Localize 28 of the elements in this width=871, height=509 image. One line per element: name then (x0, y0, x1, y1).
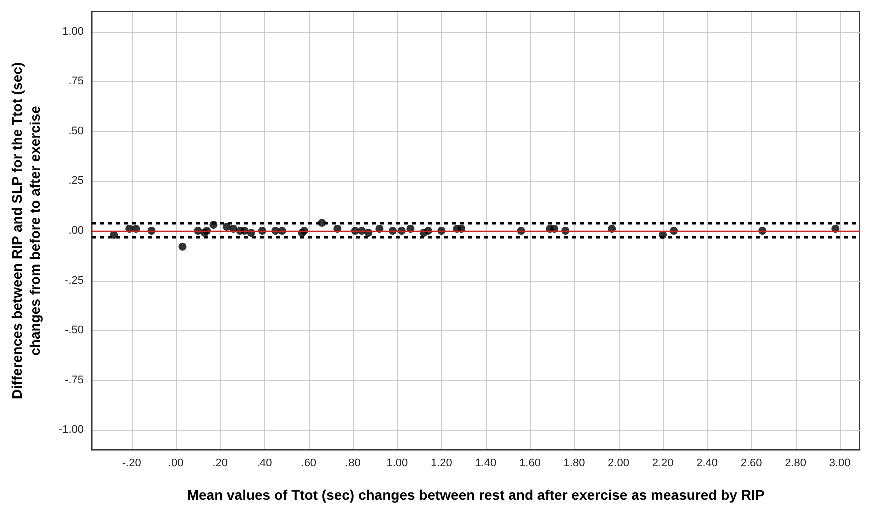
x-tick-label: 2.20 (652, 458, 674, 470)
y-tick-label: .00 (68, 225, 84, 237)
x-tick-label: 1.00 (386, 458, 408, 470)
y-tick-label: .25 (68, 175, 84, 188)
y-tick-label: 1.00 (62, 26, 84, 38)
x-tick-label: 2.40 (696, 458, 718, 470)
x-tick-label: 2.60 (740, 458, 762, 470)
x-tick-label: .40 (256, 458, 272, 470)
x-tick-label: 3.00 (829, 458, 851, 470)
x-axis-title: Mean values of Ttot (sec) changes between rest and after exercise as measured by RIP (187, 487, 765, 503)
x-tick-label: 1.40 (475, 458, 497, 470)
x-tick-label: -.20 (122, 458, 142, 470)
y-tick-label: -1.00 (58, 424, 84, 436)
x-tick-label: 1.80 (564, 458, 586, 470)
x-tick-label: 1.20 (430, 458, 452, 470)
x-tick-label: .00 (168, 458, 184, 470)
y-tick-label: .75 (68, 76, 84, 88)
x-tick-label: .80 (346, 458, 361, 470)
y-axis-title: Differences between RIP and SLP for the Ttot (sec) changes from before to after exercise (9, 62, 43, 400)
y-tick-label: -.25 (65, 274, 84, 287)
y-tick-label: -.75 (65, 374, 84, 386)
x-tick-label: 2.80 (785, 458, 807, 470)
x-tick-label: 1.60 (520, 458, 541, 470)
x-tick-label: .20 (212, 458, 228, 470)
x-tick-label: 2.00 (608, 458, 630, 470)
y-tick-label: -.50 (65, 324, 84, 337)
x-tick-label: .60 (301, 458, 317, 470)
y-tick-label: .50 (68, 125, 84, 138)
